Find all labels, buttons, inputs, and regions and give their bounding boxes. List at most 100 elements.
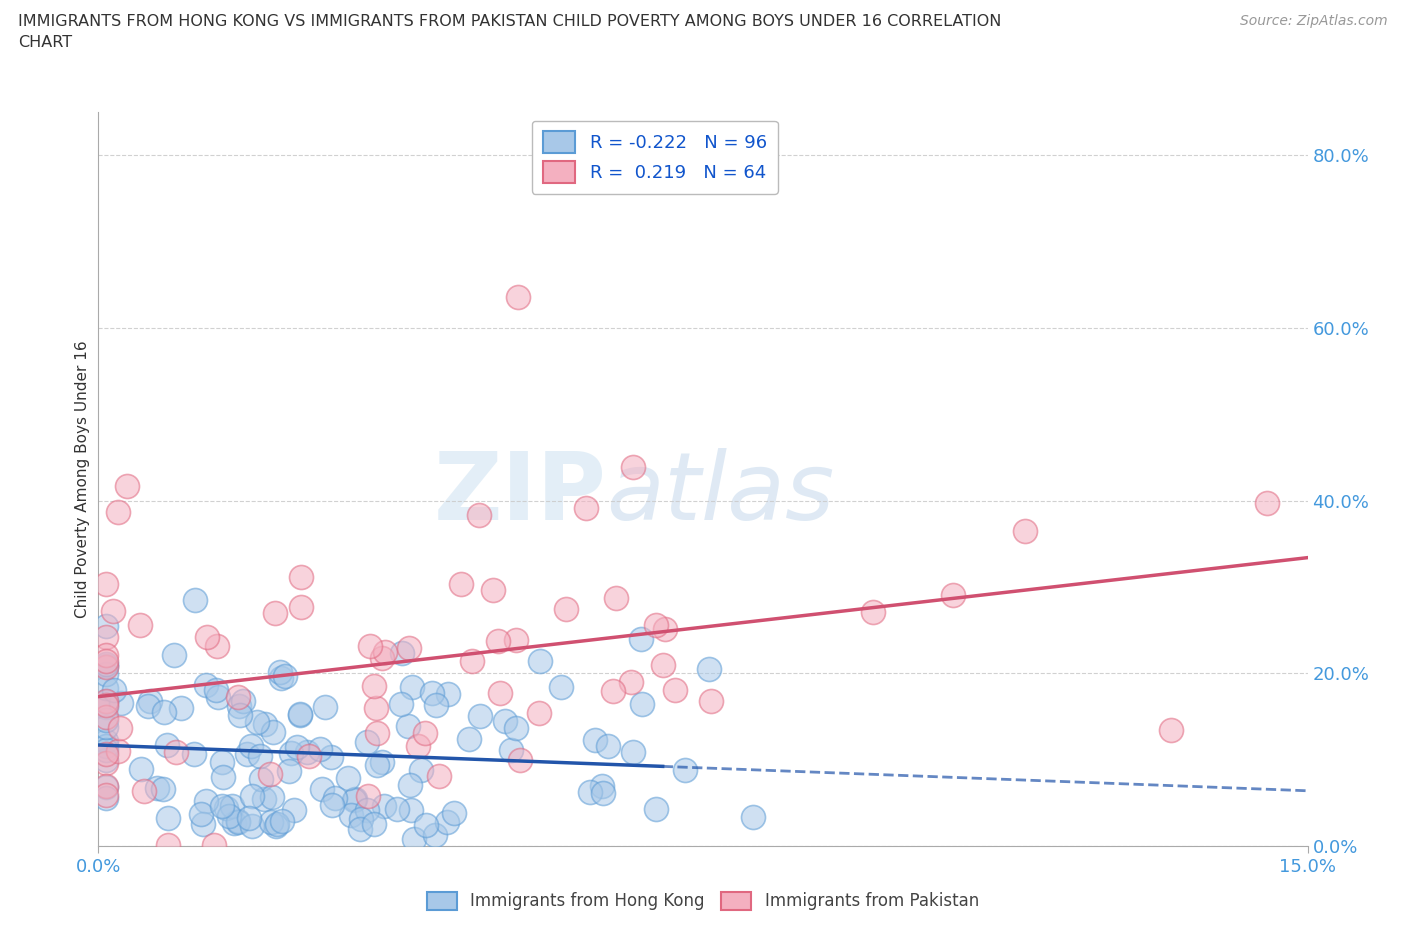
- Point: [288, 707, 311, 722]
- Point: [108, 721, 131, 736]
- Point: [250, 772, 273, 787]
- Point: [163, 647, 186, 662]
- Point: [298, 749, 321, 764]
- Point: [290, 570, 312, 585]
- Point: [226, 814, 249, 829]
- Point: [183, 747, 205, 762]
- Point: [505, 721, 527, 736]
- Point: [96, 577, 118, 591]
- Point: [862, 604, 884, 619]
- Point: [238, 810, 260, 825]
- Point: [266, 817, 288, 831]
- Point: [364, 700, 387, 715]
- Point: [211, 769, 233, 784]
- Point: [103, 683, 125, 698]
- Point: [96, 698, 118, 712]
- Point: [340, 807, 363, 822]
- Point: [226, 815, 249, 830]
- Point: [240, 789, 263, 804]
- Point: [264, 605, 287, 620]
- Point: [96, 787, 118, 802]
- Point: [96, 658, 118, 673]
- Point: [427, 769, 450, 784]
- Point: [96, 712, 118, 727]
- Point: [96, 710, 118, 724]
- Point: [96, 647, 118, 662]
- Point: [205, 639, 228, 654]
- Point: [583, 733, 606, 748]
- Point: [450, 577, 472, 591]
- Point: [505, 633, 527, 648]
- Point: [96, 743, 118, 758]
- Point: [232, 694, 254, 709]
- Point: [396, 718, 419, 733]
- Point: [371, 651, 394, 666]
- Point: [620, 675, 643, 690]
- Legend: R = -0.222   N = 96, R =  0.219   N = 64: R = -0.222 N = 96, R = 0.219 N = 64: [531, 121, 778, 193]
- Point: [591, 779, 613, 794]
- Point: [240, 818, 263, 833]
- Point: [575, 500, 598, 515]
- Point: [741, 809, 763, 824]
- Point: [115, 478, 138, 493]
- Point: [273, 668, 295, 683]
- Point: [359, 639, 381, 654]
- Point: [139, 693, 162, 708]
- Point: [630, 631, 652, 646]
- Point: [509, 753, 531, 768]
- Point: [136, 699, 159, 714]
- Point: [96, 720, 118, 735]
- Point: [654, 621, 676, 636]
- Point: [406, 739, 429, 754]
- Point: [101, 604, 124, 618]
- Point: [631, 697, 654, 711]
- Point: [269, 664, 291, 679]
- Point: [134, 783, 156, 798]
- Point: [423, 828, 446, 843]
- Legend: Immigrants from Hong Kong, Immigrants from Pakistan: Immigrants from Hong Kong, Immigrants fr…: [420, 885, 986, 917]
- Point: [323, 790, 346, 805]
- Point: [349, 821, 371, 836]
- Point: [460, 654, 482, 669]
- Point: [259, 766, 281, 781]
- Point: [501, 742, 523, 757]
- Point: [470, 709, 492, 724]
- Point: [270, 671, 292, 685]
- Point: [363, 679, 385, 694]
- Point: [664, 683, 686, 698]
- Point: [605, 591, 627, 605]
- Point: [152, 781, 174, 796]
- Point: [157, 838, 180, 853]
- Point: [96, 629, 118, 644]
- Point: [262, 724, 284, 739]
- Point: [550, 680, 572, 695]
- Point: [195, 630, 218, 644]
- Point: [319, 750, 342, 764]
- Point: [96, 659, 118, 674]
- Point: [554, 601, 576, 616]
- Point: [645, 618, 668, 632]
- Point: [621, 459, 644, 474]
- Point: [529, 654, 551, 669]
- Point: [309, 742, 332, 757]
- Point: [413, 725, 436, 740]
- Point: [221, 799, 243, 814]
- Point: [262, 790, 284, 804]
- Point: [191, 817, 214, 831]
- Y-axis label: Child Poverty Among Boys Under 16: Child Poverty Among Boys Under 16: [75, 340, 90, 618]
- Point: [195, 677, 218, 692]
- Point: [228, 708, 250, 723]
- Point: [96, 747, 118, 762]
- Point: [363, 817, 385, 831]
- Point: [290, 708, 312, 723]
- Point: [254, 717, 277, 732]
- Point: [374, 645, 396, 660]
- Point: [195, 794, 218, 809]
- Point: [311, 782, 333, 797]
- Point: [621, 744, 644, 759]
- Point: [211, 799, 233, 814]
- Point: [401, 680, 423, 695]
- Point: [264, 818, 287, 833]
- Text: Source: ZipAtlas.com: Source: ZipAtlas.com: [1240, 14, 1388, 28]
- Point: [697, 661, 720, 676]
